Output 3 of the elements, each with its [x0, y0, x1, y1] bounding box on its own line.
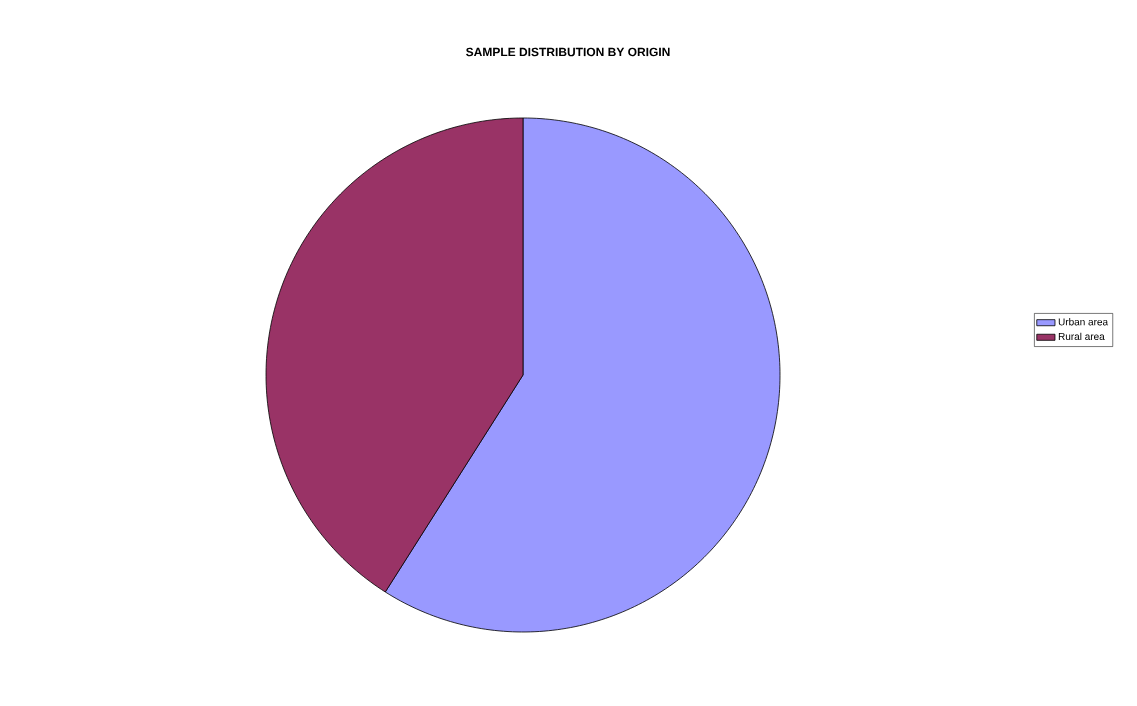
chart-title: SAMPLE DISTRIBUTION BY ORIGIN	[466, 47, 670, 57]
legend-label: Rural area	[1058, 332, 1105, 341]
legend-label: Urban area	[1058, 318, 1109, 326]
